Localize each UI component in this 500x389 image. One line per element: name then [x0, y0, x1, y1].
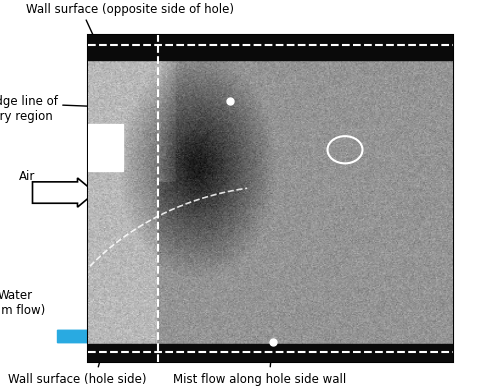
Bar [88, 124, 122, 171]
Text: Edge line of
dry region: Edge line of dry region [0, 95, 58, 123]
FancyArrow shape [32, 178, 95, 207]
FancyArrow shape [58, 328, 102, 345]
Text: Wall surface (hole side): Wall surface (hole side) [8, 373, 147, 386]
Text: Droplets: Droplets [355, 176, 405, 189]
Text: 8 mm: 8 mm [466, 141, 476, 174]
Text: Wall surface (opposite side of hole): Wall surface (opposite side of hole) [26, 3, 234, 16]
Text: Edge line of the mist flow: Edge line of the mist flow [234, 240, 386, 254]
Bar [88, 35, 452, 362]
Text: Wave on film
along side wall: Wave on film along side wall [236, 56, 324, 84]
Text: Air: Air [20, 170, 36, 184]
Bar [88, 23, 452, 60]
Bar [88, 344, 452, 362]
Text: Mist flow along hole side wall: Mist flow along hole side wall [174, 373, 346, 386]
Text: Water
(Film flow): Water (Film flow) [0, 289, 46, 317]
